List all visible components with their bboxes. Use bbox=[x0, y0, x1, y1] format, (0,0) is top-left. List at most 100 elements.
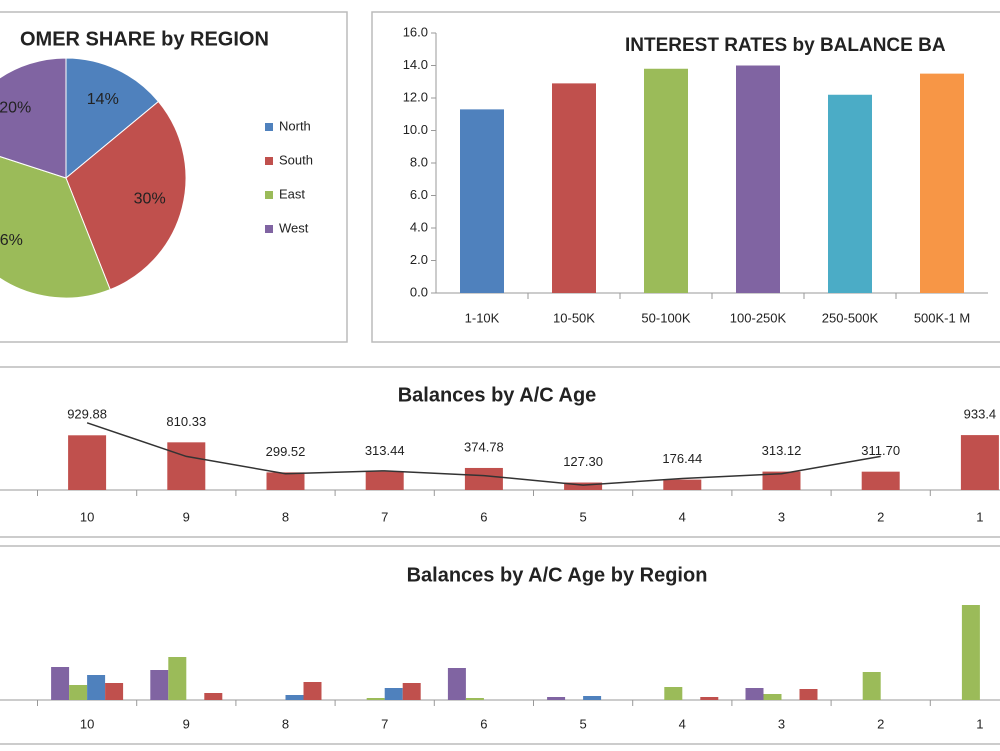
bar bbox=[204, 693, 223, 700]
x-tick-label: 8 bbox=[282, 509, 289, 524]
bar bbox=[700, 697, 719, 700]
value-label: 313.44 bbox=[365, 443, 405, 458]
x-tick-label: 9 bbox=[183, 509, 190, 524]
y-tick-label: 0.0 bbox=[410, 284, 428, 299]
grouped-panel bbox=[0, 545, 1000, 745]
bar bbox=[960, 435, 999, 490]
value-label: 374.78 bbox=[464, 439, 504, 454]
bar bbox=[303, 682, 322, 700]
pie-slice bbox=[65, 100, 187, 291]
x-tick-label: 5 bbox=[579, 509, 586, 524]
y-tick-label: 4.0 bbox=[410, 219, 428, 234]
bar bbox=[861, 471, 900, 490]
legend-label: North bbox=[279, 118, 311, 133]
y-tick-label: 6.0 bbox=[410, 187, 428, 202]
pie-slice bbox=[0, 156, 111, 299]
x-tick-label: 1 bbox=[976, 509, 983, 524]
bar bbox=[663, 479, 702, 490]
x-tick-label: 6 bbox=[480, 509, 487, 524]
value-label: 311.70 bbox=[861, 443, 900, 458]
y-tick-label: 8.0 bbox=[410, 154, 428, 169]
x-tick-label: 2 bbox=[877, 509, 884, 524]
pie-slice bbox=[0, 57, 67, 179]
trend-line bbox=[86, 422, 881, 486]
y-tick-label: 16.0 bbox=[403, 24, 428, 39]
legend-label: East bbox=[279, 186, 305, 201]
x-tick-label: 7 bbox=[381, 509, 388, 524]
chart-title: Balances by A/C Age bbox=[398, 384, 597, 406]
chart-title: OMER SHARE by REGION bbox=[20, 28, 269, 50]
x-tick-label: 7 bbox=[381, 716, 388, 731]
slice-label: 36% bbox=[0, 232, 23, 249]
value-label: 127.30 bbox=[563, 454, 603, 469]
bar bbox=[763, 694, 782, 700]
value-label: 299.52 bbox=[266, 444, 306, 459]
bar bbox=[51, 667, 70, 700]
bar bbox=[745, 688, 764, 700]
bar bbox=[736, 65, 780, 293]
x-tick-label: 1 bbox=[976, 716, 983, 731]
y-tick-label: 14.0 bbox=[403, 57, 428, 72]
legend-label: South bbox=[279, 152, 313, 167]
bar bbox=[799, 689, 818, 700]
legend-swatch bbox=[265, 157, 273, 165]
x-tick-label: 10 bbox=[80, 509, 94, 524]
bar bbox=[285, 695, 304, 700]
chart-title: INTEREST RATES by BALANCE BA bbox=[625, 35, 946, 56]
legend-swatch bbox=[265, 225, 273, 233]
y-tick-label: 2.0 bbox=[410, 252, 428, 267]
legend-swatch bbox=[265, 123, 273, 131]
bar bbox=[69, 685, 88, 700]
bar bbox=[464, 467, 503, 490]
x-tick-label: 100-250K bbox=[730, 310, 787, 325]
x-tick-label: 4 bbox=[679, 716, 686, 731]
legend-label: West bbox=[279, 220, 309, 235]
bar bbox=[583, 696, 602, 700]
x-tick-label: 250-500K bbox=[822, 310, 879, 325]
x-tick-label: 8 bbox=[282, 716, 289, 731]
legend-swatch bbox=[265, 191, 273, 199]
bar bbox=[460, 109, 504, 293]
bar bbox=[664, 687, 683, 700]
x-tick-label: 50-100K bbox=[641, 310, 690, 325]
bar bbox=[644, 68, 688, 293]
y-tick-label: 10.0 bbox=[403, 122, 428, 137]
bar bbox=[564, 482, 603, 490]
bar bbox=[862, 672, 881, 700]
y-tick-label: 12.0 bbox=[403, 89, 428, 104]
bar bbox=[167, 442, 206, 490]
bar bbox=[547, 697, 566, 700]
value-label: 313.12 bbox=[762, 443, 802, 458]
value-label: 929.88 bbox=[67, 407, 107, 422]
x-tick-label: 9 bbox=[183, 716, 190, 731]
x-tick-label: 2 bbox=[877, 716, 884, 731]
bar bbox=[150, 670, 169, 700]
value-label: 810.33 bbox=[166, 414, 206, 429]
bar bbox=[87, 675, 106, 700]
x-tick-label: 3 bbox=[778, 509, 785, 524]
bar bbox=[961, 605, 980, 700]
slice-label: 20% bbox=[0, 99, 31, 116]
bar bbox=[266, 472, 305, 490]
x-tick-label: 5 bbox=[579, 716, 586, 731]
x-tick-label: 1-10K bbox=[465, 310, 500, 325]
pie-slice bbox=[65, 57, 160, 180]
bar bbox=[105, 683, 124, 700]
bar bbox=[828, 94, 872, 293]
bar bbox=[366, 698, 385, 700]
x-tick-label: 3 bbox=[778, 716, 785, 731]
bar bbox=[168, 657, 187, 700]
value-label: 176.44 bbox=[662, 451, 702, 466]
bar bbox=[402, 683, 421, 700]
bar bbox=[68, 435, 107, 490]
bar bbox=[465, 698, 484, 700]
bar bbox=[762, 471, 801, 490]
combo-panel bbox=[0, 366, 1000, 538]
x-tick-label: 10-50K bbox=[553, 310, 595, 325]
x-tick-label: 500K-1 M bbox=[914, 310, 970, 325]
bar bbox=[552, 83, 596, 293]
bar bbox=[384, 688, 403, 700]
slice-label: 14% bbox=[87, 91, 119, 108]
